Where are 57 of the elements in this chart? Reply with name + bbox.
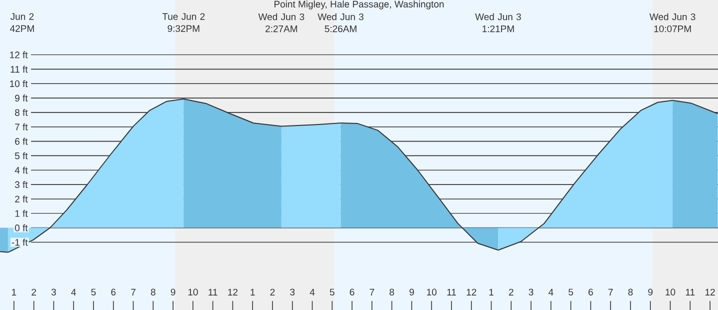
- y-tick-label: 10 ft: [10, 80, 28, 88]
- x-tick-label: 4: [548, 288, 554, 296]
- y-tick-label: 1 ft: [15, 210, 28, 217]
- x-tick-label: 9: [170, 288, 176, 296]
- x-tick-label: 3: [51, 288, 56, 296]
- annotation: Jun 2 42PM: [10, 13, 34, 32]
- x-tick-label: 11: [447, 288, 456, 296]
- x-tick-label: 12: [228, 288, 238, 296]
- x-tick-label: 7: [608, 288, 613, 296]
- x-tick-label: 7: [131, 288, 136, 296]
- x-tick-label: 4: [310, 288, 315, 296]
- x-tick-label: 3: [528, 288, 534, 296]
- x-tick-label: 9: [410, 288, 414, 296]
- x-tick-label: 1: [489, 288, 494, 296]
- y-tick-label: 3 ft: [14, 181, 28, 188]
- x-tick-label: 2: [32, 288, 36, 296]
- x-tick-label: 6: [588, 288, 593, 296]
- annotation: Wed Jun 3 10:07PM: [649, 13, 696, 32]
- annotation: Wed Jun 3 2:27AM: [258, 13, 304, 32]
- x-tick-label: 10: [666, 288, 676, 296]
- annotation: Wed Jun 3 1:21PM: [475, 13, 521, 32]
- y-tick-label: 11 ft: [10, 66, 28, 73]
- x-tick-label: 1: [250, 288, 255, 296]
- annotation: Wed Jun 3 5:26AM: [318, 13, 364, 32]
- x-tick-label: 12: [705, 288, 715, 296]
- annotation: Tue Jun 2 9:32PM: [162, 13, 205, 32]
- x-tick-label: 1: [12, 288, 16, 296]
- x-tick-label: 4: [71, 288, 76, 296]
- x-tick-label: 8: [390, 288, 394, 296]
- chart-title: Point Migley, Hale Passage, Washington: [274, 0, 444, 10]
- x-tick-label: 6: [111, 288, 116, 296]
- x-tick-label: 7: [370, 288, 374, 296]
- y-tick-label: 9 ft: [15, 94, 28, 102]
- y-tick-label: 8 ft: [15, 108, 28, 116]
- x-tick-label: 2: [270, 288, 275, 296]
- y-tick-label: 4 ft: [14, 166, 28, 174]
- x-tick-label: 2: [508, 288, 514, 296]
- x-tick-label: 8: [150, 288, 156, 296]
- y-tick-label: 5 ft: [14, 152, 28, 160]
- x-tick-label: 11: [686, 288, 695, 296]
- y-tick-label: 2 ft: [15, 195, 28, 202]
- x-tick-label: 10: [188, 288, 198, 296]
- y-tick-label: 6 ft: [15, 138, 28, 145]
- x-tick-label: 5: [568, 288, 574, 296]
- x-tick-label: 3: [290, 288, 295, 296]
- x-tick-label: 5: [91, 288, 96, 296]
- y-tick-label: -1 ft: [12, 238, 28, 246]
- y-tick-label: 7 ft: [15, 123, 28, 130]
- x-tick-label: 8: [628, 288, 633, 296]
- x-tick-label: 5: [330, 288, 334, 296]
- y-tick-label: 12 ft: [10, 51, 28, 58]
- x-tick-label: 10: [427, 288, 437, 296]
- x-tick-label: 11: [208, 288, 218, 296]
- x-tick-label: 6: [350, 288, 354, 296]
- y-tick-label: 0 ft: [14, 224, 28, 232]
- x-tick-label: 12: [466, 288, 476, 296]
- x-tick-label: 9: [648, 288, 653, 296]
